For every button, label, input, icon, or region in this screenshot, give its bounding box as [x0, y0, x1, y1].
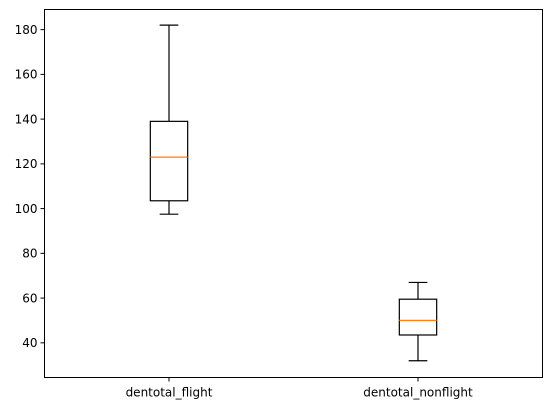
box-dentotal_nonflight — [398, 281, 438, 362]
y-tick-label: 100 — [15, 202, 38, 216]
y-tick-label: 80 — [22, 247, 37, 261]
y-axis: 40 60 80 100 120 140 160 180 — [15, 23, 45, 350]
x-axis: dentotal_flight dentotal_nonflight — [126, 377, 473, 400]
plot-area-frame — [44, 9, 543, 378]
y-tick-label: 140 — [15, 112, 38, 126]
iqr-box — [149, 120, 189, 202]
y-tick-label: 180 — [15, 23, 38, 37]
boxes-layer — [149, 24, 438, 362]
y-tick-label: 160 — [15, 68, 38, 82]
iqr-box — [398, 298, 438, 336]
box-dentotal_flight — [149, 24, 189, 215]
y-tick-label: 120 — [15, 157, 38, 171]
y-tick-label: 40 — [22, 336, 37, 350]
x-tick-label: dentotal_nonflight — [363, 386, 473, 400]
x-tick-label: dentotal_flight — [126, 386, 213, 400]
y-tick-label: 60 — [22, 291, 37, 305]
